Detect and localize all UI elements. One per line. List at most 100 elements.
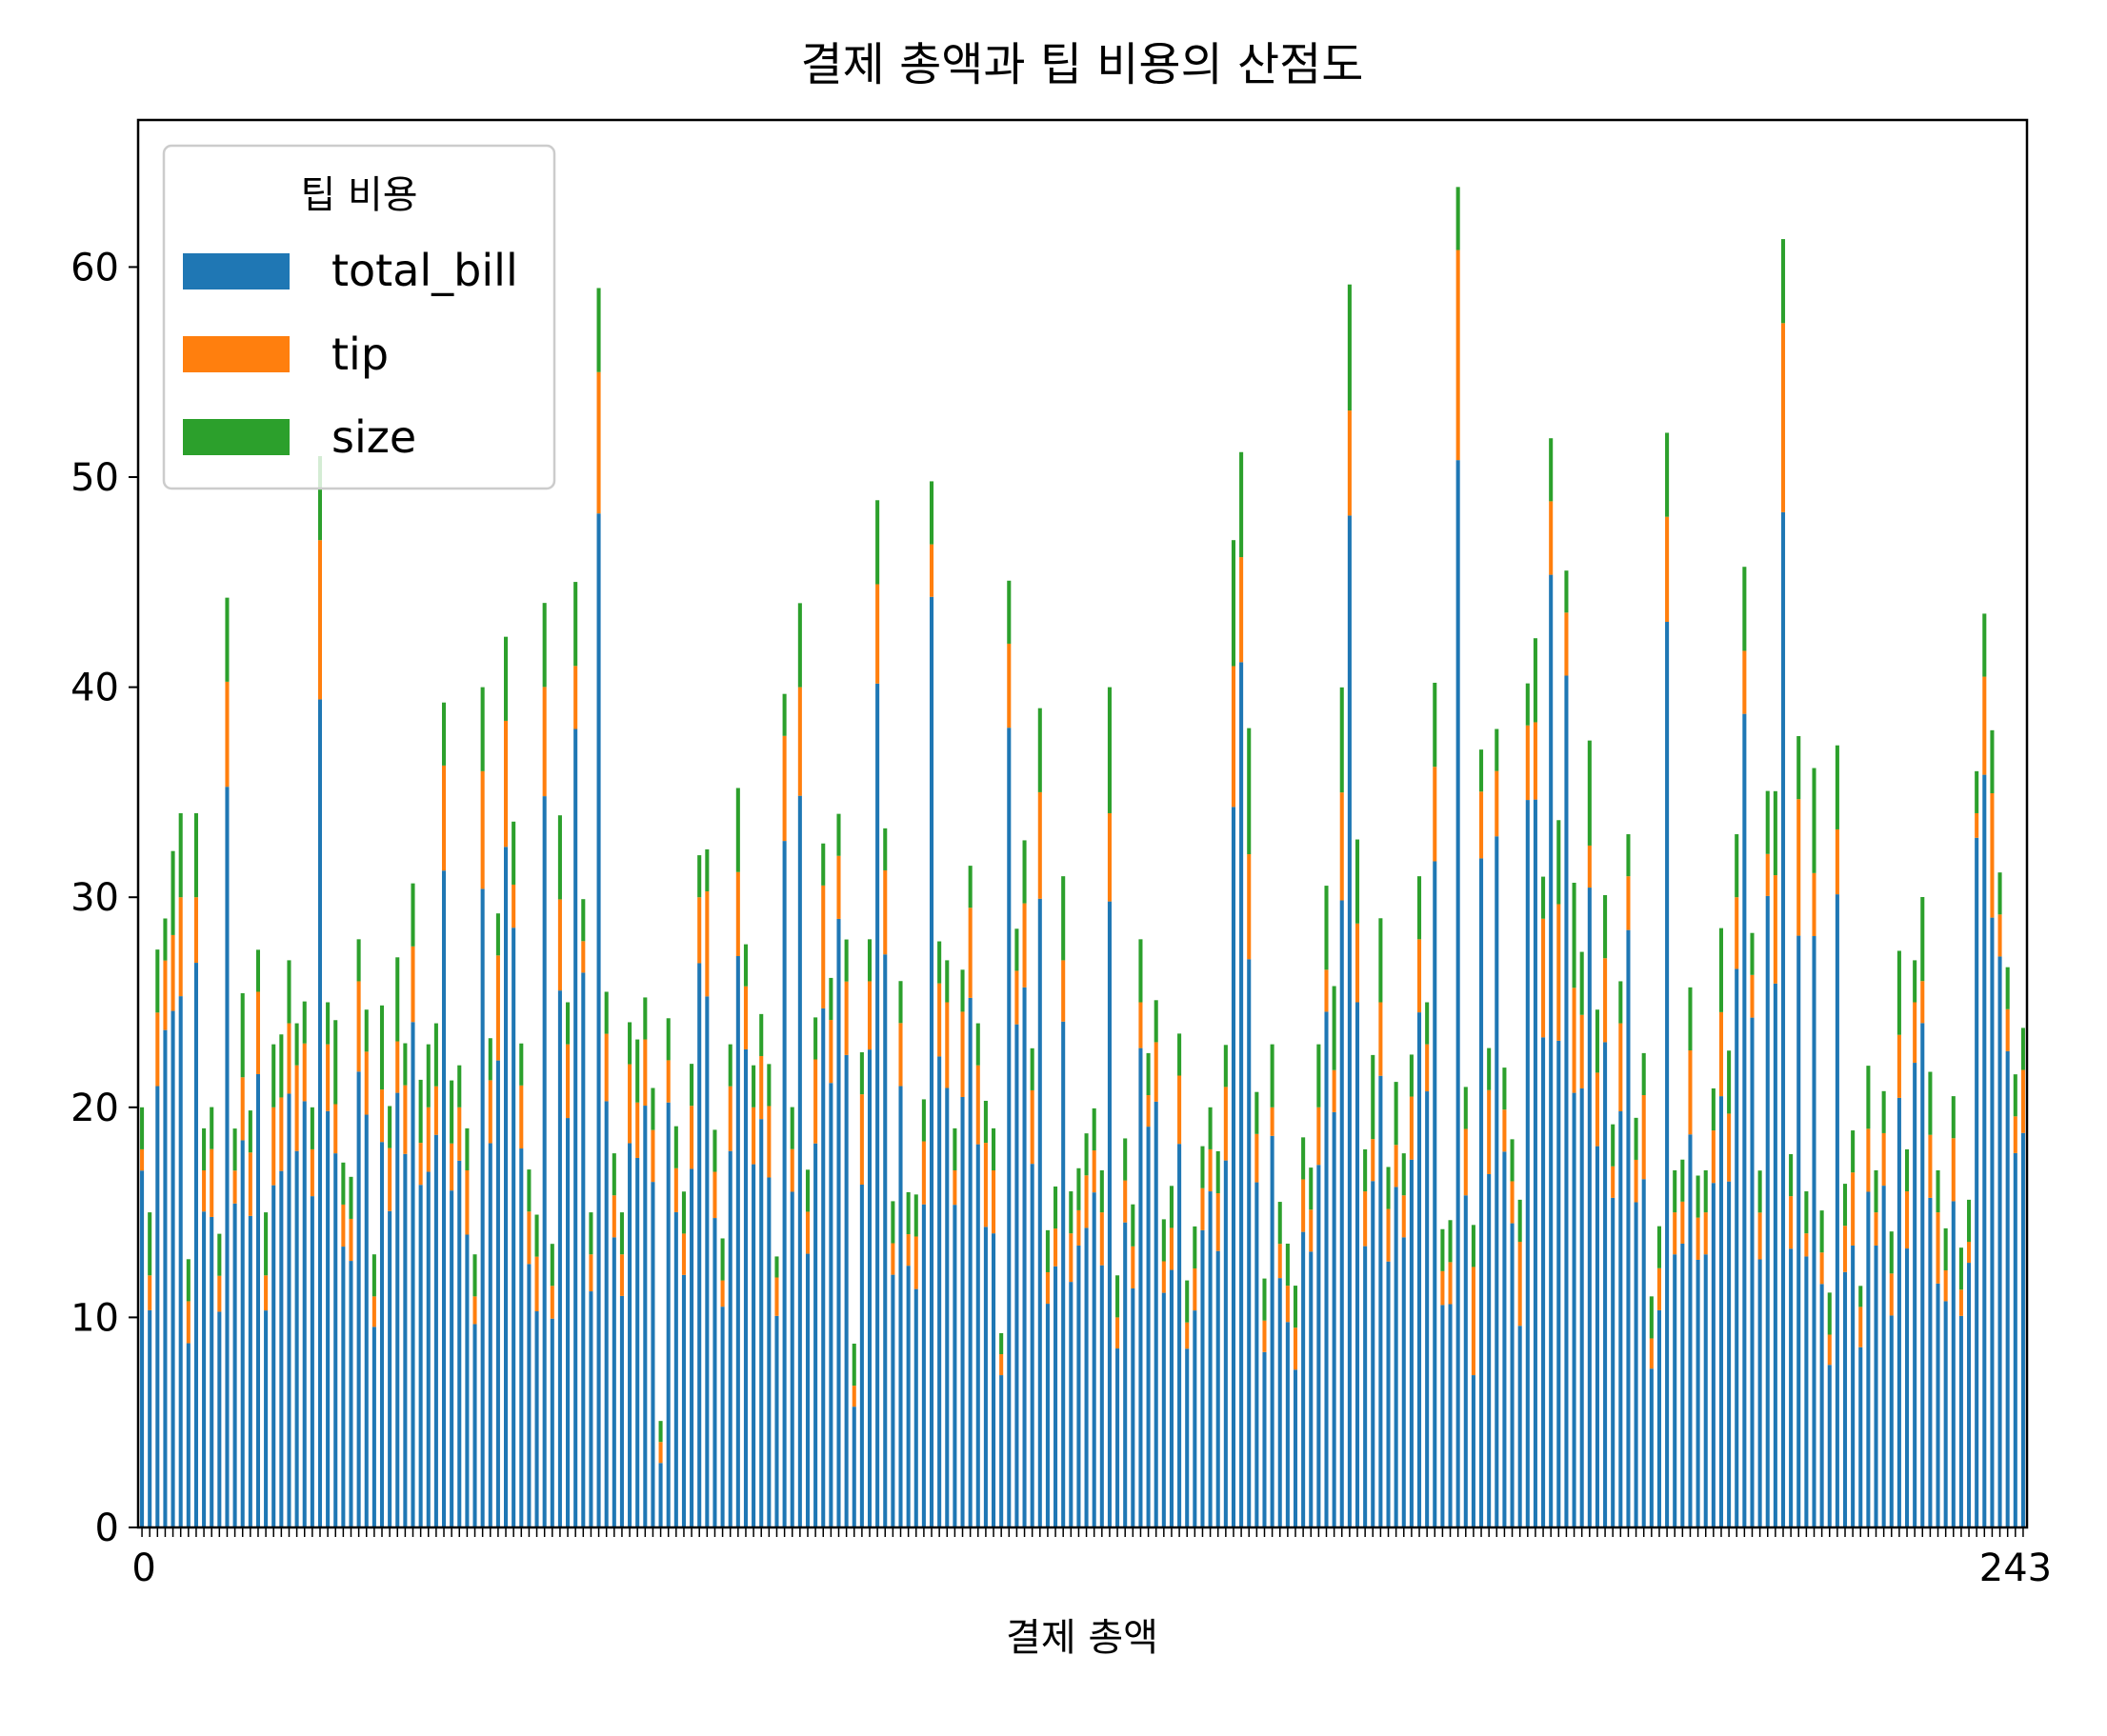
bar-total_bill-109 — [983, 1227, 988, 1527]
bar-size-5 — [178, 812, 183, 898]
bar-size-125 — [1107, 687, 1112, 813]
bar-tip-125 — [1107, 812, 1112, 902]
bar-total_bill-48 — [512, 928, 516, 1527]
bar-size-30 — [371, 1254, 376, 1297]
bar-size-223 — [1866, 1066, 1871, 1129]
bar-total_bill-160 — [1378, 1075, 1383, 1527]
bar-total_bill-60 — [604, 1101, 609, 1527]
bar-total_bill-167 — [1433, 861, 1437, 1527]
bar-tip-65 — [643, 1039, 648, 1107]
x-tick-label-first: 0 — [131, 1546, 155, 1590]
bar-tip-102 — [929, 544, 934, 597]
bar-size-232 — [1936, 1169, 1940, 1213]
bar-total_bill-33 — [395, 1092, 400, 1527]
bar-total_bill-154 — [1332, 1111, 1336, 1527]
bar-tip-55 — [566, 1044, 571, 1119]
bar-size-166 — [1425, 1002, 1430, 1045]
bar-tip-145 — [1262, 1320, 1267, 1352]
bar-size-183 — [1556, 820, 1561, 905]
bar-total_bill-116 — [1037, 898, 1042, 1527]
bar-tip-238 — [1982, 676, 1987, 775]
bar-tip-94 — [867, 981, 873, 1050]
bar-size-15 — [255, 949, 260, 992]
bar-size-236 — [1967, 1199, 1972, 1242]
bar-total_bill-135 — [1185, 1348, 1190, 1527]
bar-total_bill-216 — [1812, 936, 1816, 1527]
bar-tip-98 — [898, 1023, 903, 1087]
bar-tip-183 — [1556, 904, 1561, 1041]
bar-total_bill-134 — [1177, 1144, 1182, 1527]
bar-tip-223 — [1866, 1128, 1871, 1192]
bar-total_bill-177 — [1510, 1223, 1515, 1527]
bar-total_bill-149 — [1293, 1369, 1298, 1527]
bar-tip-149 — [1293, 1327, 1298, 1370]
bar-size-199 — [1680, 1159, 1685, 1202]
bar-size-104 — [945, 960, 950, 1003]
bar-tip-224 — [1874, 1212, 1878, 1246]
bar-total_bill-153 — [1324, 1011, 1329, 1527]
bar-size-207 — [1742, 567, 1747, 651]
bar-size-54 — [557, 815, 562, 900]
bar-size-211 — [1773, 790, 1777, 876]
bar-total_bill-95 — [875, 683, 880, 1527]
bar-total_bill-175 — [1495, 836, 1499, 1527]
bar-tip-82 — [774, 1277, 779, 1316]
bar-tip-131 — [1154, 1042, 1158, 1102]
bar-total_bill-47 — [504, 847, 509, 1527]
bar-total_bill-59 — [596, 513, 601, 1528]
bar-tip-105 — [953, 1169, 957, 1206]
bar-size-27 — [349, 1176, 353, 1219]
bar-size-31 — [379, 1005, 385, 1090]
bar-size-139 — [1215, 1150, 1220, 1194]
bar-size-14 — [248, 1110, 252, 1153]
bar-size-133 — [1169, 1186, 1174, 1228]
bar-size-148 — [1285, 1243, 1290, 1287]
bar-total_bill-192 — [1626, 929, 1631, 1527]
bar-total_bill-50 — [527, 1264, 532, 1527]
legend-title: 팁 비용 — [300, 173, 417, 217]
bar-total_bill-141 — [1231, 807, 1236, 1527]
bar-total_bill-125 — [1107, 901, 1112, 1527]
bar-total_bill-219 — [1835, 894, 1839, 1527]
bar-total_bill-41 — [457, 1160, 462, 1527]
bar-total_bill-226 — [1889, 1315, 1894, 1527]
bar-size-169 — [1448, 1220, 1453, 1263]
bar-tip-151 — [1309, 1209, 1314, 1252]
bar-size-147 — [1277, 1202, 1282, 1245]
bar-total_bill-196 — [1656, 1309, 1661, 1527]
bar-size-109 — [983, 1100, 988, 1144]
bar-total_bill-123 — [1092, 1192, 1096, 1527]
bar-total_bill-91 — [844, 1054, 849, 1527]
bar-total_bill-34 — [403, 1153, 408, 1527]
x-axis-label: 결제 총액 — [1006, 1616, 1158, 1660]
bar-tip-169 — [1448, 1262, 1453, 1305]
bar-size-165 — [1416, 876, 1422, 940]
bar-total_bill-170 — [1455, 460, 1460, 1527]
bar-size-213 — [1789, 1154, 1794, 1197]
bar-tip-140 — [1223, 1087, 1228, 1161]
bar-tip-147 — [1277, 1244, 1282, 1279]
bar-total_bill-180 — [1533, 799, 1537, 1527]
bar-total_bill-8 — [202, 1211, 207, 1527]
bar-tip-141 — [1231, 666, 1236, 808]
bar-size-155 — [1339, 687, 1344, 793]
bar-tip-43 — [472, 1296, 477, 1325]
bar-size-94 — [867, 939, 873, 982]
bar-tip-6 — [186, 1301, 191, 1344]
bar-tip-216 — [1812, 872, 1816, 937]
bar-size-137 — [1200, 1146, 1205, 1188]
bar-size-92 — [852, 1343, 856, 1387]
bar-tip-235 — [1958, 1289, 1963, 1316]
bar-size-45 — [488, 1038, 492, 1081]
bar-tip-30 — [371, 1296, 376, 1327]
bar-total_bill-63 — [628, 1143, 632, 1527]
legend: 팁 비용 total_bill tip size — [162, 144, 556, 490]
bar-size-129 — [1138, 939, 1143, 1003]
bar-size-17 — [271, 1044, 276, 1107]
bar-total_bill-229 — [1913, 1063, 1917, 1527]
bar-total_bill-75 — [720, 1307, 725, 1527]
bar-size-76 — [728, 1044, 732, 1087]
bar-size-134 — [1177, 1033, 1182, 1076]
bar-size-229 — [1913, 960, 1917, 1003]
bar-total_bill-20 — [294, 1150, 299, 1527]
